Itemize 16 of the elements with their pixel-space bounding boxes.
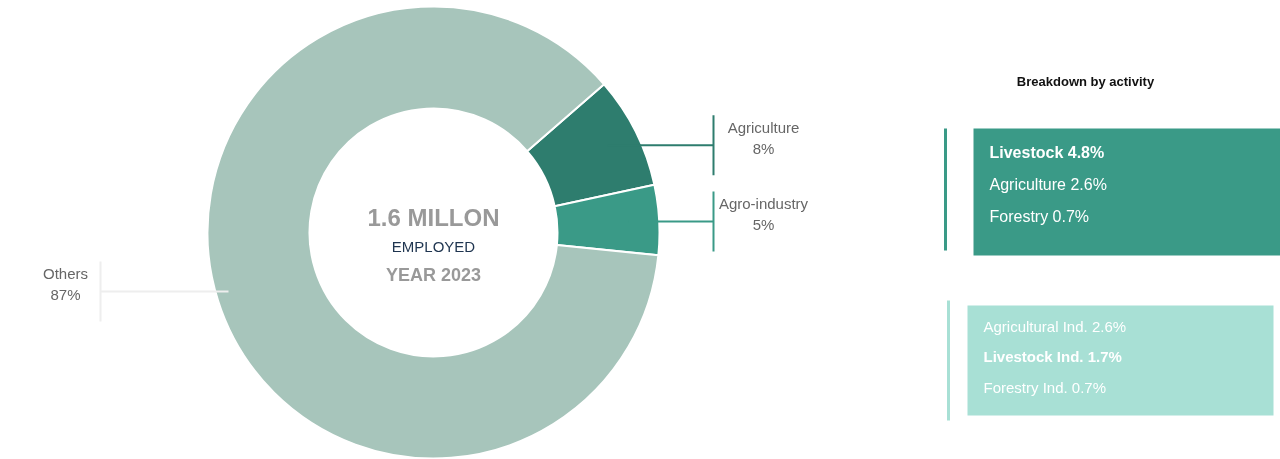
text: 1.6 MILLON bbox=[367, 204, 500, 231]
text: Agricultural Ind. 2.6% bbox=[983, 318, 1127, 335]
slice-label: Others bbox=[42, 264, 89, 282]
text: Forestry 0.7% bbox=[989, 208, 1090, 225]
text: Livestock 4.8% bbox=[989, 144, 1105, 161]
data-label: 5% bbox=[752, 216, 775, 234]
data-label: 87% bbox=[50, 285, 81, 303]
text: YEAR 2023 bbox=[385, 264, 482, 285]
text: Forestry Ind. 0.7% bbox=[983, 379, 1107, 396]
text: Agriculture 2.6% bbox=[989, 176, 1107, 193]
data-label: 8% bbox=[752, 139, 775, 157]
text: Livestock Ind. 1.7% bbox=[983, 348, 1122, 365]
text: EMPLOYED bbox=[391, 238, 476, 255]
slice-label: Agro-industry bbox=[718, 195, 809, 213]
slice-label: Agriculture bbox=[727, 118, 800, 136]
text: Breakdown by activity bbox=[1016, 74, 1155, 89]
